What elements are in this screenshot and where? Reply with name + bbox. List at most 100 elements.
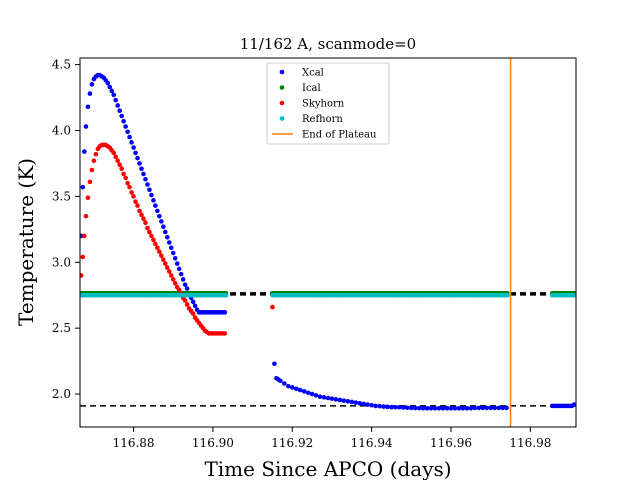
point-xcal [282, 381, 287, 386]
point-xcal [424, 405, 430, 411]
point-xcal [464, 405, 470, 411]
chart-title: 11/162 A, scanmode=0 [240, 35, 416, 53]
legend-label-refhorn: Refhorn [302, 114, 343, 125]
point-xcal [413, 405, 418, 411]
point-xcal [428, 405, 434, 411]
point-xcal [317, 394, 323, 399]
y-axis-ticks: 2.0 2.5 3.0 3.5 4.0 4.5 [52, 58, 80, 401]
point-xcal [139, 166, 144, 171]
point-xcal [420, 405, 426, 411]
point-xcal [313, 393, 319, 398]
point-skyhorn [113, 154, 119, 160]
point-xcal [345, 399, 351, 404]
point-xcal [182, 282, 188, 287]
point-xcal [117, 108, 122, 114]
point-xcal [405, 405, 410, 411]
point-skyhorn [157, 249, 162, 255]
point-xcal [329, 396, 335, 401]
point-xcal [135, 155, 140, 161]
point-xcal [409, 405, 414, 411]
point-skyhorn [168, 273, 174, 278]
point-skyhorn [117, 162, 122, 168]
point-skyhorn [165, 265, 170, 270]
point-xcal [444, 405, 450, 411]
point-xcal [377, 403, 382, 409]
y-tick-label: 3.0 [52, 255, 71, 269]
legend-box [266, 62, 390, 145]
point-xcal [476, 405, 482, 411]
point-xcal [484, 405, 490, 411]
point-xcal [176, 266, 182, 272]
point-xcal [309, 391, 315, 397]
point-refhorn [573, 292, 576, 298]
point-xcal [361, 401, 367, 407]
point-xcal [80, 184, 86, 190]
point-xcal [184, 286, 190, 291]
point-skyhorn [155, 245, 160, 251]
point-skyhorn [141, 216, 146, 222]
point-xcal [373, 403, 378, 409]
point-xcal [137, 161, 142, 166]
point-xcal [82, 149, 87, 154]
point-xcal [157, 213, 162, 219]
point-skyhorn [133, 199, 138, 204]
point-xcal [143, 176, 148, 182]
point-xcal [436, 405, 442, 411]
point-xcal [192, 303, 198, 309]
plot-content [80, 58, 576, 427]
point-xcal [385, 404, 390, 410]
point-skyhorn [145, 225, 150, 231]
y-tick-label: 4.0 [52, 123, 71, 137]
point-xcal [448, 405, 454, 411]
point-skyhorn [147, 229, 152, 235]
point-xcal [272, 361, 277, 367]
point-skyhorn [153, 241, 158, 247]
point-xcal [492, 405, 497, 411]
point-skyhorn [137, 208, 142, 214]
point-xcal [159, 219, 164, 224]
point-skyhorn [190, 311, 196, 316]
x-tick-label: 116.94 [351, 436, 393, 450]
point-xcal [365, 402, 370, 407]
point-skyhorn [159, 253, 164, 258]
x-axis-label: Time Since APCO (days) [204, 457, 451, 480]
point-xcal [180, 277, 186, 282]
point-xcal [163, 229, 168, 235]
point-xcal [121, 118, 126, 124]
point-xcal [83, 124, 89, 129]
point-xcal [129, 140, 134, 145]
y-tick-label: 3.5 [52, 189, 71, 203]
point-skyhorn [87, 179, 93, 185]
x-tick-label: 116.98 [509, 436, 551, 450]
point-xcal [357, 400, 363, 406]
point-xcal [389, 404, 394, 410]
series-skyhorn [80, 142, 275, 336]
point-skyhorn [123, 175, 128, 181]
point-xcal [353, 400, 359, 405]
point-xcal [222, 310, 228, 315]
point-skyhorn [139, 212, 144, 218]
point-xcal [321, 395, 327, 400]
point-skyhorn [176, 287, 182, 293]
point-xcal [381, 404, 386, 409]
y-tick-label: 2.5 [52, 321, 71, 335]
point-skyhorn [151, 237, 156, 243]
point-skyhorn [82, 233, 87, 239]
point-xcal [127, 134, 132, 140]
x-tick-label: 116.96 [430, 436, 472, 450]
point-xcal [123, 124, 128, 129]
point-xcal [149, 192, 154, 198]
point-xcal [172, 256, 178, 261]
point-xcal [125, 129, 130, 135]
legend-label-ical: Ical [302, 83, 321, 94]
point-skyhorn [222, 331, 228, 336]
point-xcal [297, 387, 303, 393]
point-xcal [165, 234, 170, 240]
point-xcal [349, 399, 355, 405]
x-tick-label: 116.90 [192, 436, 234, 450]
legend-marker-skyhorn [279, 100, 285, 106]
point-xcal [87, 91, 93, 96]
x-axis-ticks: 116.88 116.90 116.92 116.94 116.96 116.98 [113, 427, 551, 450]
point-xcal [166, 240, 172, 245]
